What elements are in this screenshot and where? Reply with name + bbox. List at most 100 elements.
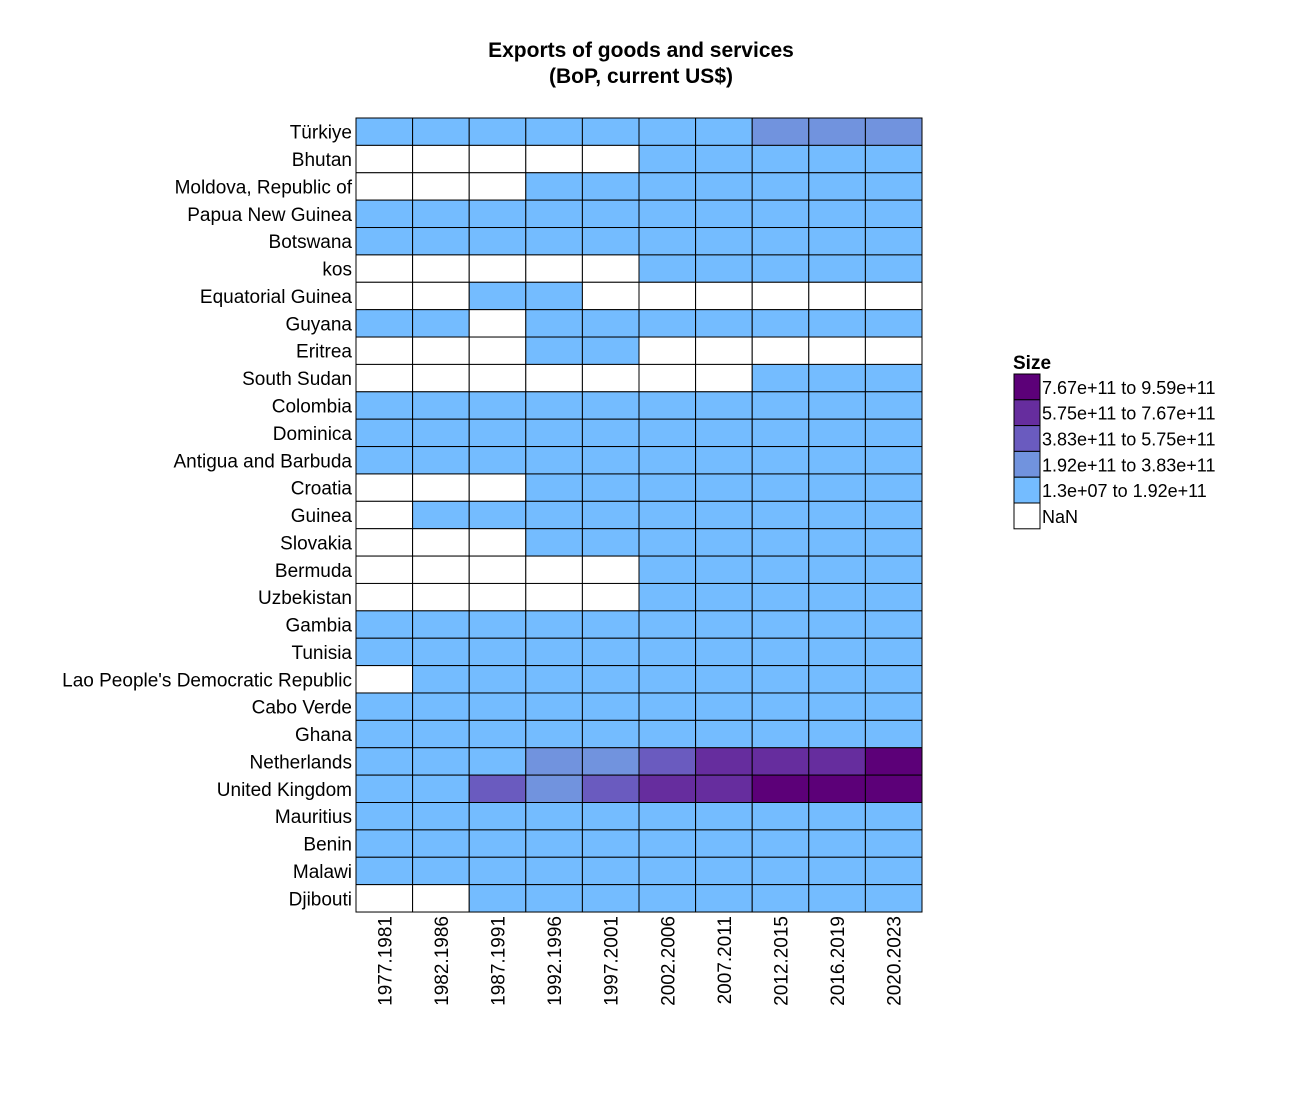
heatmap-cell (468, 336, 527, 365)
heatmap-cell (638, 309, 697, 338)
heatmap-cell (581, 117, 640, 146)
legend-label: NaN (1042, 507, 1078, 527)
heatmap-cell (468, 391, 527, 420)
heatmap-cell (581, 774, 640, 803)
heatmap-cell (468, 446, 527, 475)
heatmap-cell (525, 555, 583, 584)
heatmap-cell (695, 582, 753, 612)
heatmap-cell (864, 254, 923, 283)
heatmap-cell (751, 856, 810, 886)
heatmap-cell (808, 446, 866, 475)
heatmap-cell (695, 555, 753, 584)
heatmap-cell (355, 309, 414, 338)
heatmap-cell (525, 747, 583, 776)
heatmap-cell (468, 802, 527, 831)
heatmap-cell (808, 172, 866, 201)
heatmap-cell (525, 418, 583, 448)
heatmap-cell (808, 500, 866, 530)
heatmap-cell (638, 856, 697, 886)
heatmap-cell (751, 172, 810, 201)
heatmap-cell (468, 281, 527, 311)
heatmap-cell (581, 637, 640, 667)
heatmap-cell (412, 254, 470, 283)
heatmap-cell (468, 555, 527, 584)
heatmap-cell (412, 856, 470, 886)
heatmap-cell (581, 309, 640, 338)
heatmap-cell (525, 719, 583, 749)
heatmap-cell (695, 473, 753, 502)
heatmap-cell (751, 500, 810, 530)
heatmap-cell (695, 747, 753, 776)
row-label: Lao People's Democratic Republic (62, 670, 352, 691)
heatmap-cell (581, 884, 640, 913)
legend-swatch (1013, 476, 1041, 504)
heatmap-cell (751, 528, 810, 557)
heatmap-cell (638, 719, 697, 749)
heatmap-cell (581, 336, 640, 365)
heatmap-cell (355, 144, 414, 174)
heatmap-cell (751, 802, 810, 831)
heatmap-cell (355, 692, 414, 721)
row-label: Malawi (293, 862, 352, 883)
heatmap-cell (808, 254, 866, 283)
heatmap-cell (412, 144, 470, 174)
heatmap-cell (695, 227, 753, 256)
heatmap-cell (638, 227, 697, 256)
column-label: 1987.1991 (489, 916, 510, 1006)
heatmap-cell (355, 884, 414, 913)
heatmap-cell (468, 172, 527, 201)
heatmap-cell (751, 281, 810, 311)
heatmap-cell (808, 610, 866, 639)
heatmap-cell (525, 281, 583, 311)
column-label: 1982.1986 (432, 916, 453, 1006)
row-label: Tunisia (291, 643, 352, 664)
heatmap-cell (412, 637, 470, 667)
heatmap-cell (355, 528, 414, 557)
heatmap-cell (525, 254, 583, 283)
heatmap-cell (695, 500, 753, 530)
heatmap-cell (751, 719, 810, 749)
heatmap-cell (864, 227, 923, 256)
heatmap-cell (581, 144, 640, 174)
heatmap-cell (751, 363, 810, 393)
heatmap-cell (412, 227, 470, 256)
heatmap-cell (412, 610, 470, 639)
heatmap-cell (525, 144, 583, 174)
row-label: Eritrea (296, 342, 352, 363)
heatmap-cell (808, 281, 866, 311)
legend-items: 7.67e+11 to 9.59e+11 5.75e+11 to 7.67e+11… (1013, 373, 1216, 530)
heatmap-cell (412, 500, 470, 530)
heatmap-cell (695, 281, 753, 311)
heatmap-cell (638, 117, 697, 146)
heatmap-cell (355, 747, 414, 776)
heatmap-cell (581, 281, 640, 311)
heatmap-cell (864, 391, 923, 420)
heatmap-cell (355, 582, 414, 612)
heatmap-cell (638, 774, 697, 803)
column-label: 2020.2023 (885, 916, 906, 1006)
heatmap-cell (751, 446, 810, 475)
heatmap-cell (412, 719, 470, 749)
heatmap-cell (695, 418, 753, 448)
heatmap-cell (638, 391, 697, 420)
heatmap-cell (581, 254, 640, 283)
heatmap-cell (864, 774, 923, 803)
heatmap-cell (864, 610, 923, 639)
heatmap-cell (638, 555, 697, 584)
heatmap-cell (468, 363, 527, 393)
heatmap-cell (808, 528, 866, 557)
heatmap-cell (638, 884, 697, 913)
heatmap-cell (808, 637, 866, 667)
heatmap-cell (581, 582, 640, 612)
heatmap-cell (864, 582, 923, 612)
heatmap-cell (864, 747, 923, 776)
heatmap-cell (468, 144, 527, 174)
row-label: Antigua and Barbuda (173, 451, 352, 472)
heatmap-cell (695, 309, 753, 338)
row-label: Slovakia (280, 533, 352, 554)
heatmap-cell (638, 446, 697, 475)
heatmap-cell (412, 418, 470, 448)
heatmap-cell (864, 555, 923, 584)
heatmap-cell (638, 144, 697, 174)
heatmap-cell (525, 199, 583, 229)
